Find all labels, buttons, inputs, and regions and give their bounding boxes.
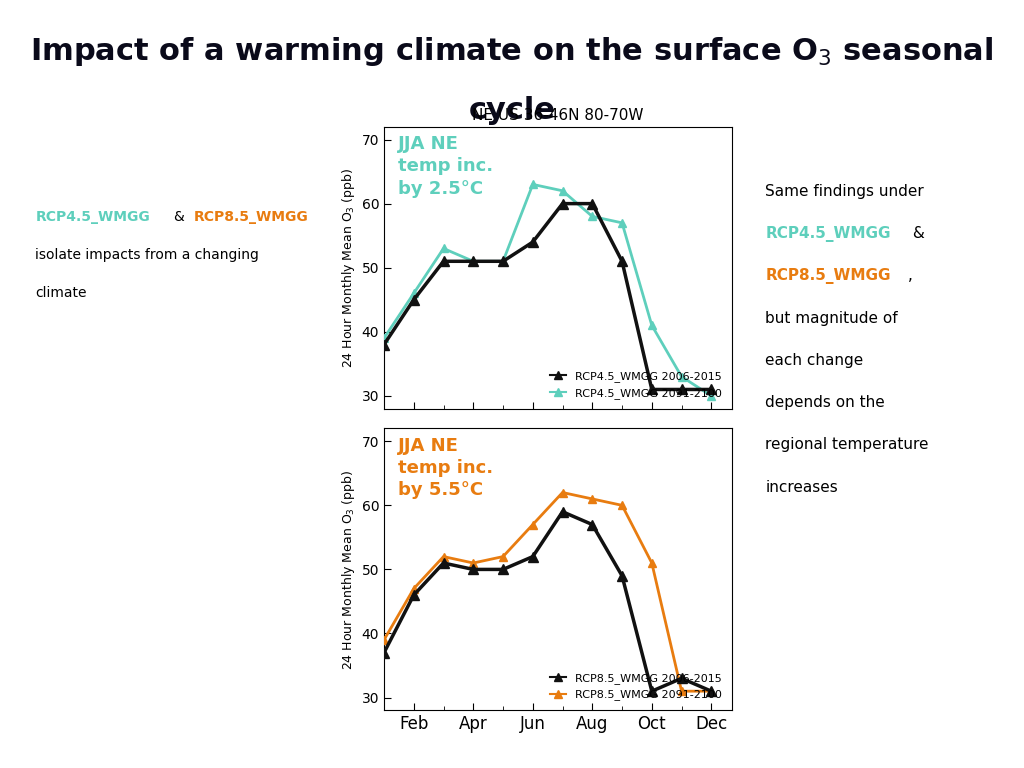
- Text: each change: each change: [765, 353, 863, 368]
- Text: climate: climate: [36, 286, 87, 300]
- Text: RCP4.5_WMGG: RCP4.5_WMGG: [36, 210, 151, 223]
- Text: RCP4.5_WMGG: RCP4.5_WMGG: [765, 226, 891, 242]
- Text: JJA NE
temp inc.
by 5.5°C: JJA NE temp inc. by 5.5°C: [398, 437, 493, 499]
- Text: Same findings under: Same findings under: [765, 184, 924, 199]
- Text: JJA NE
temp inc.
by 2.5°C: JJA NE temp inc. by 2.5°C: [398, 135, 493, 197]
- Text: &: &: [908, 226, 925, 241]
- Text: regional temperature: regional temperature: [765, 438, 929, 452]
- Y-axis label: 24 Hour Monthly Mean O$_3$ (ppb): 24 Hour Monthly Mean O$_3$ (ppb): [340, 167, 357, 368]
- Legend: RCP4.5_WMGG 2006-2015, RCP4.5_WMGG 2091-2100: RCP4.5_WMGG 2006-2015, RCP4.5_WMGG 2091-…: [546, 367, 727, 403]
- Text: depends on the: depends on the: [765, 395, 885, 410]
- Text: Impact of a warming climate on the surface O$_3$ seasonal: Impact of a warming climate on the surfa…: [31, 35, 993, 68]
- Text: increases: increases: [765, 480, 838, 495]
- Title: NE US 36-46N 80-70W: NE US 36-46N 80-70W: [472, 108, 644, 123]
- Text: but magnitude of: but magnitude of: [765, 310, 898, 326]
- Text: isolate impacts from a changing: isolate impacts from a changing: [36, 248, 259, 262]
- Text: RCP8.5_WMGG: RCP8.5_WMGG: [765, 268, 891, 284]
- Legend: RCP8.5_WMGG 2006-2015, RCP8.5_WMGG 2091-2100: RCP8.5_WMGG 2006-2015, RCP8.5_WMGG 2091-…: [546, 669, 727, 705]
- Text: &: &: [174, 210, 189, 223]
- Text: ,: ,: [908, 268, 913, 283]
- Text: RCP8.5_WMGG: RCP8.5_WMGG: [194, 210, 308, 223]
- Text: cycle: cycle: [469, 96, 555, 124]
- Y-axis label: 24 Hour Monthly Mean O$_3$ (ppb): 24 Hour Monthly Mean O$_3$ (ppb): [340, 469, 357, 670]
